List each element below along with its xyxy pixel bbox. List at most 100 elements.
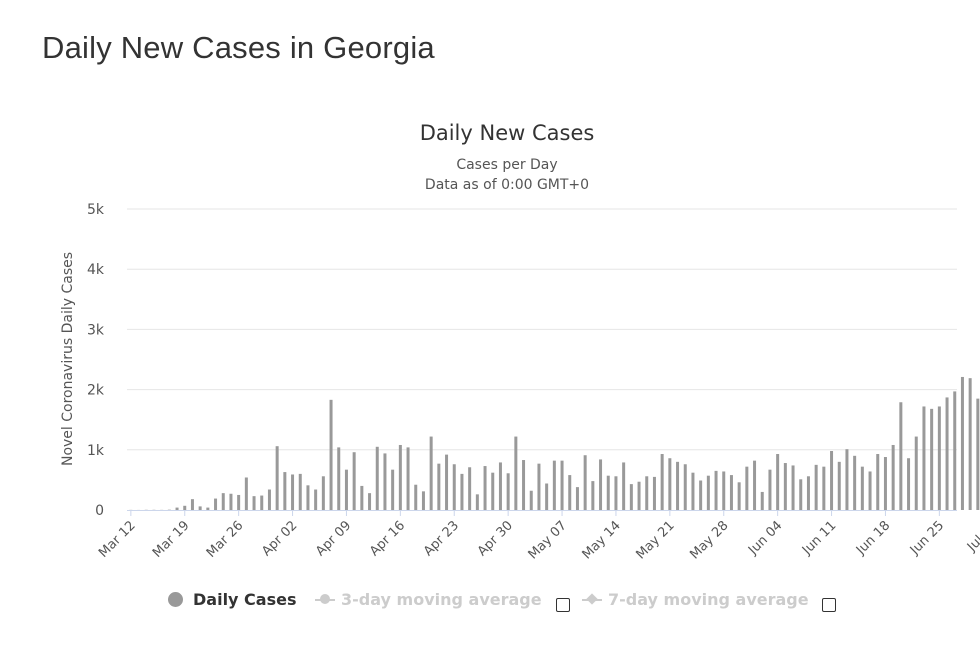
bar[interactable] [221,493,225,510]
checkbox-3day-average[interactable] [556,598,570,612]
bar[interactable] [806,476,810,510]
legend-item-7day-average[interactable]: 7-day moving average [582,590,809,609]
bar[interactable] [429,436,433,510]
bar[interactable] [753,460,757,510]
bar[interactable] [907,458,911,510]
bar[interactable] [860,466,864,510]
bar[interactable] [914,436,918,510]
bar[interactable] [891,444,895,510]
bar[interactable] [729,475,733,510]
bar[interactable] [683,464,687,510]
bar[interactable] [421,491,425,510]
bar[interactable] [899,402,903,510]
bar[interactable] [968,378,972,510]
bar[interactable] [398,444,402,510]
bar[interactable] [737,482,741,510]
bar[interactable] [252,496,256,510]
bar[interactable] [283,472,287,510]
bar[interactable] [383,453,387,510]
bar[interactable] [375,446,379,510]
bar[interactable] [583,455,587,510]
bar-series-daily-cases[interactable] [129,228,980,510]
bar[interactable] [714,470,718,510]
bar[interactable] [922,406,926,510]
bar[interactable] [244,477,248,510]
bar[interactable] [591,481,595,510]
bar[interactable] [337,447,341,510]
bar[interactable] [614,476,618,510]
bar[interactable] [660,454,664,510]
bar[interactable] [837,461,841,510]
bar[interactable] [645,476,649,510]
bar[interactable] [306,485,310,510]
bar[interactable] [206,507,210,510]
bar[interactable] [475,494,479,510]
bar[interactable] [267,489,271,510]
bar[interactable] [953,391,957,510]
bar[interactable] [606,475,610,510]
bar[interactable] [406,447,410,510]
bar[interactable] [522,460,526,510]
bar[interactable] [545,483,549,510]
bar[interactable] [314,489,318,510]
bar[interactable] [437,463,441,510]
bar[interactable] [190,499,194,510]
bar[interactable] [776,454,780,510]
bar[interactable] [452,464,456,510]
bar[interactable] [368,493,372,510]
bar[interactable] [722,471,726,510]
bar[interactable] [745,466,749,510]
bar[interactable] [537,463,541,510]
bar[interactable] [483,466,487,510]
bar[interactable] [568,475,572,510]
bar[interactable] [498,462,502,510]
bar[interactable] [214,498,218,510]
bar[interactable] [845,449,849,510]
bar[interactable] [514,436,518,510]
bar[interactable] [699,480,703,511]
bar[interactable] [822,466,826,510]
bar[interactable] [329,399,333,510]
bar[interactable] [768,469,772,510]
bar[interactable] [945,397,949,510]
bar[interactable] [445,454,449,510]
bar[interactable] [668,458,672,510]
bar[interactable] [799,479,803,510]
bar[interactable] [629,484,633,510]
bar[interactable] [560,460,564,510]
bar[interactable] [460,473,464,510]
bar[interactable] [468,467,472,510]
legend-item-3day-average[interactable]: 3-day moving average [315,590,542,609]
bar[interactable] [352,452,356,510]
bar[interactable] [506,473,510,510]
bar[interactable] [760,491,764,510]
bar[interactable] [637,481,641,510]
bar[interactable] [930,408,934,510]
bar[interactable] [814,464,818,510]
bar[interactable] [175,507,179,510]
checkbox-7day-average[interactable] [822,598,836,612]
bar[interactable] [830,451,834,510]
bar[interactable] [275,446,279,510]
bar[interactable] [622,462,626,510]
bar[interactable] [260,495,264,510]
bar[interactable] [791,465,795,510]
bar[interactable] [414,484,418,510]
bar[interactable] [344,469,348,510]
bar[interactable] [552,460,556,510]
bar[interactable] [575,487,579,510]
bar[interactable] [360,485,364,510]
bar[interactable] [868,471,872,510]
bar[interactable] [883,457,887,510]
bar[interactable] [937,406,941,510]
bar[interactable] [976,398,980,510]
bar[interactable] [783,463,787,510]
bar[interactable] [321,476,325,510]
bar[interactable] [652,476,656,510]
bar[interactable] [391,469,395,510]
bar[interactable] [676,461,680,510]
bar[interactable] [876,454,880,510]
bar[interactable] [853,455,857,510]
bar[interactable] [237,494,241,510]
bar[interactable] [198,506,202,510]
